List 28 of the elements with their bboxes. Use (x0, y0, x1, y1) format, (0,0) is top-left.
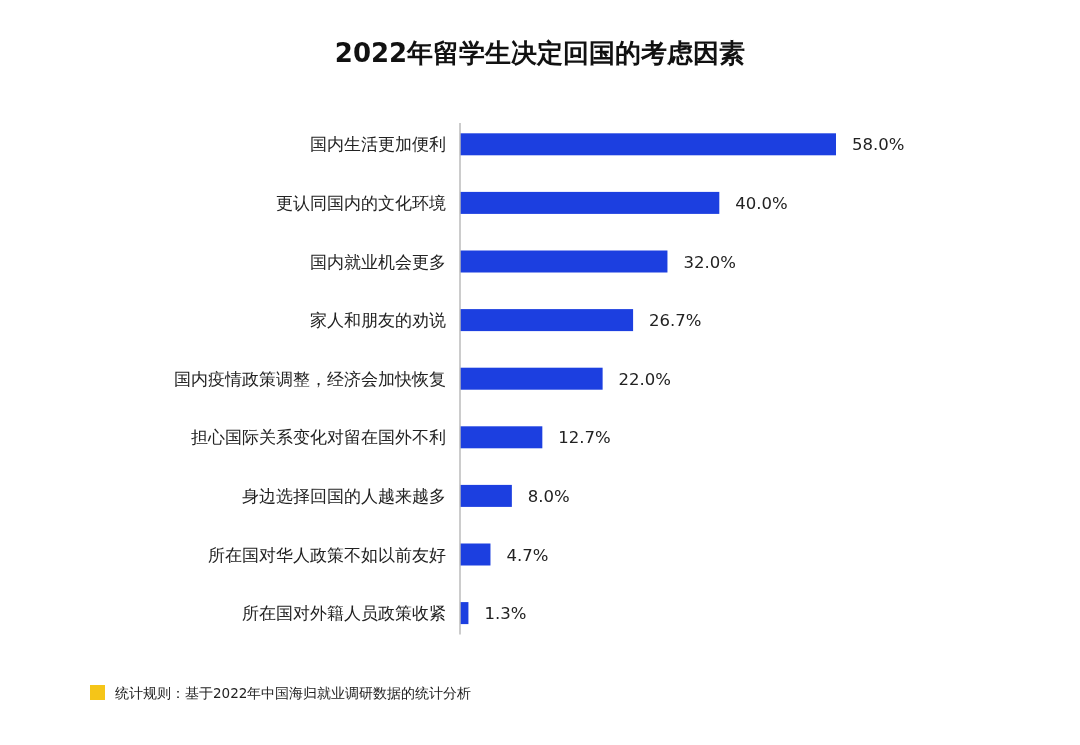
data-label: 58.0% (852, 135, 905, 155)
text: 统计规则：基于2022年中国海归就业调研数据的统计分析 (115, 685, 472, 701)
data-label: 32.0% (683, 252, 736, 272)
y-tick-label: 所在国对华人政策不如以前友好 (208, 545, 446, 565)
y-tick-label: 国内生活更加便利 (310, 135, 446, 155)
bar (460, 309, 634, 332)
data-label: 8.0% (527, 486, 570, 506)
y-tick-label: 身边选择回国的人越来越多 (242, 486, 446, 506)
bar (460, 133, 836, 156)
data-label: 22.0% (618, 369, 672, 389)
y-tick-label: 国内就业机会更多 (310, 252, 446, 272)
bar (460, 367, 603, 390)
chart-title: 2022年留学生决定回国的考虑因素 (334, 38, 746, 68)
y-tick-label: 所在国对外籍人员政策收紧 (242, 604, 446, 624)
y-tick-label: 担心国际关系变化对留在国外不利 (191, 428, 446, 448)
y-tick-label: 家人和朋友的劝说 (310, 311, 446, 331)
bar (460, 191, 720, 214)
bar (460, 484, 512, 507)
data-label: 1.3% (484, 604, 527, 624)
data-label: 12.7% (558, 428, 611, 448)
data-label: 40.0% (735, 193, 788, 213)
y-tick-label: 国内疫情政策调整，经济会加快恢复 (174, 369, 446, 389)
bar (460, 250, 668, 273)
data-label: 4.7% (506, 545, 549, 565)
bar (460, 426, 543, 449)
y-tick-label: 更认同国内的文化环境 (276, 193, 446, 213)
data-label: 26.7% (649, 311, 702, 331)
bar (460, 543, 491, 566)
